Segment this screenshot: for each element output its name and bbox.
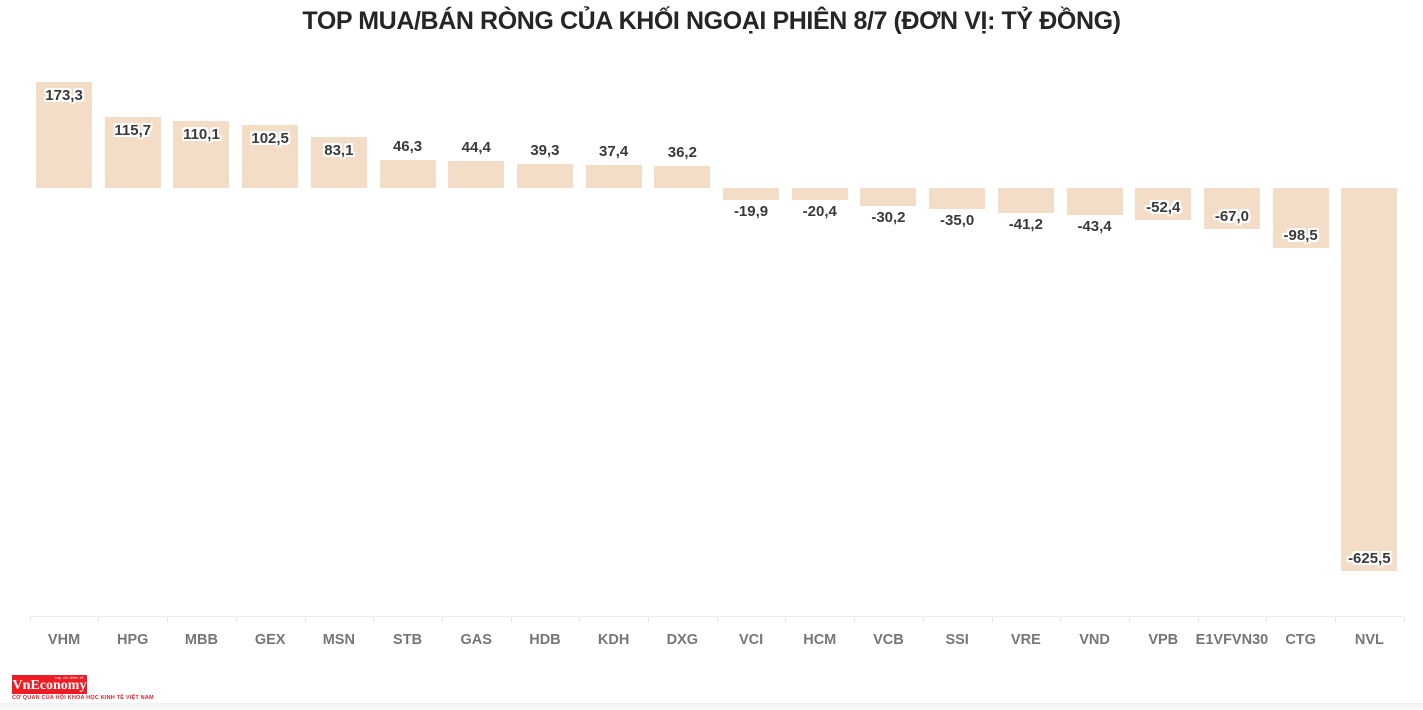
x-axis-line xyxy=(29,616,1404,617)
x-axis-label-MSN: MSN xyxy=(322,632,355,648)
x-axis-label-STB: STB xyxy=(393,632,423,648)
bar-value-label: -43,4 xyxy=(1077,217,1112,235)
bar-VPB xyxy=(1135,188,1192,221)
x-axis-tick xyxy=(648,617,649,622)
logo-tagline: CƠ QUAN CỦA HỘI KHOA HỌC KINH TẾ VIỆT NA… xyxy=(12,695,154,701)
bar-DXG xyxy=(654,165,711,188)
bar-value-label: 46,3 xyxy=(392,137,423,155)
bar-CTG xyxy=(1272,188,1329,249)
bar-GAS xyxy=(448,160,505,188)
bar-value-label: -20,4 xyxy=(802,203,837,221)
bar-NVL xyxy=(1341,188,1398,571)
x-axis-label-MBB: MBB xyxy=(184,632,218,648)
x-axis-label-VPB: VPB xyxy=(1148,632,1179,648)
bottom-gradient-band xyxy=(0,703,1423,710)
x-axis-tick xyxy=(98,617,100,622)
x-axis-label-VCB: VCB xyxy=(873,632,904,648)
bar-value-label: 39,3 xyxy=(530,141,560,159)
x-axis-tick xyxy=(785,617,787,622)
bar-HPG xyxy=(104,117,161,188)
x-axis-tick xyxy=(716,617,718,622)
x-axis-tick xyxy=(579,617,581,622)
bar-VND xyxy=(1066,188,1123,215)
bar-VCI xyxy=(723,188,780,201)
bar-MSN xyxy=(310,137,367,188)
bar-HCM xyxy=(791,188,848,201)
bar-value-label: -52,4 xyxy=(1146,199,1181,217)
bar-value-label: 44,4 xyxy=(461,138,491,156)
x-axis-tick xyxy=(991,617,993,622)
x-axis-label-VND: VND xyxy=(1079,632,1110,648)
x-axis-label-HDB: HDB xyxy=(529,632,561,648)
x-axis-tick xyxy=(304,617,306,622)
bar-value-label: -19,9 xyxy=(733,203,769,221)
x-axis-label-GEX: GEX xyxy=(254,632,286,648)
x-axis-label-CTG: CTG xyxy=(1285,632,1316,648)
x-axis-tick xyxy=(1060,617,1062,622)
bar-MBB xyxy=(173,120,230,188)
bar-value-label: -67,0 xyxy=(1214,207,1250,225)
bar-value-label: -35,0 xyxy=(940,212,975,230)
x-axis-tick xyxy=(167,617,169,622)
bar-E1VFVN30 xyxy=(1203,188,1260,229)
bar-value-label: 102,5 xyxy=(251,130,289,148)
bar-value-label: 83,1 xyxy=(324,142,354,160)
bar-VHM xyxy=(36,81,93,188)
bar-value-label: 115,7 xyxy=(114,122,152,140)
bar-VCB xyxy=(860,188,917,207)
bar-SSI xyxy=(929,188,986,210)
x-axis-label-KDH: KDH xyxy=(597,632,630,648)
x-axis-label-GAS: GAS xyxy=(460,632,492,648)
bar-value-label: 37,4 xyxy=(599,143,629,161)
chart-title: TOP MUA/BÁN RÒNG CỦA KHỐI NGOẠI PHIÊN 8/… xyxy=(302,7,1121,35)
x-axis-tick xyxy=(854,617,856,622)
bar-HDB xyxy=(516,163,573,188)
bar-value-label: -30,2 xyxy=(871,209,906,227)
bar-value-label: 36,2 xyxy=(667,143,697,161)
x-axis-label-E1VFVN30: E1VFVN30 xyxy=(1195,632,1269,648)
x-axis-tick xyxy=(235,617,237,622)
x-axis-tick xyxy=(441,617,443,622)
vneconomy-logo-box: tạp chí điện tử VnEconomy xyxy=(12,675,87,694)
x-axis-tick xyxy=(29,617,31,622)
x-axis-label-DXG: DXG xyxy=(666,632,699,648)
logo-wordmark: VnEconomy xyxy=(12,678,87,693)
bar-value-label: -41,2 xyxy=(1008,216,1043,234)
x-axis-tick xyxy=(1403,617,1405,622)
x-axis-label-HPG: HPG xyxy=(117,632,149,648)
x-axis-tick xyxy=(510,617,512,622)
bar-GEX xyxy=(242,125,299,188)
x-axis-tick xyxy=(1128,617,1130,622)
x-axis-label-VRE: VRE xyxy=(1010,632,1041,648)
x-axis-tick xyxy=(922,617,924,622)
x-axis-label-SSI: SSI xyxy=(945,632,969,648)
x-axis-label-VCI: VCI xyxy=(738,632,764,648)
x-axis-tick xyxy=(1197,617,1199,622)
bar-value-label: 110,1 xyxy=(183,125,220,143)
bar-STB xyxy=(379,159,436,188)
bar-VRE xyxy=(997,188,1054,214)
bar-value-label: -98,5 xyxy=(1283,227,1318,245)
bar-value-label: 173,3 xyxy=(45,86,83,104)
vneconomy-logo: tạp chí điện tử VnEconomy CƠ QUAN CỦA HỘ… xyxy=(12,675,154,701)
x-axis-label-HCM: HCM xyxy=(803,632,837,648)
bar-KDH xyxy=(585,165,642,188)
x-axis-tick xyxy=(1266,617,1268,622)
x-axis-tick xyxy=(1335,617,1336,622)
x-axis-label-NVL: NVL xyxy=(1354,632,1384,648)
bar-value-label: -625,5 xyxy=(1348,549,1391,567)
logo-top-text: tạp chí điện tử xyxy=(55,675,84,680)
x-axis-label-VHM: VHM xyxy=(47,632,81,648)
x-axis-tick xyxy=(373,617,375,622)
